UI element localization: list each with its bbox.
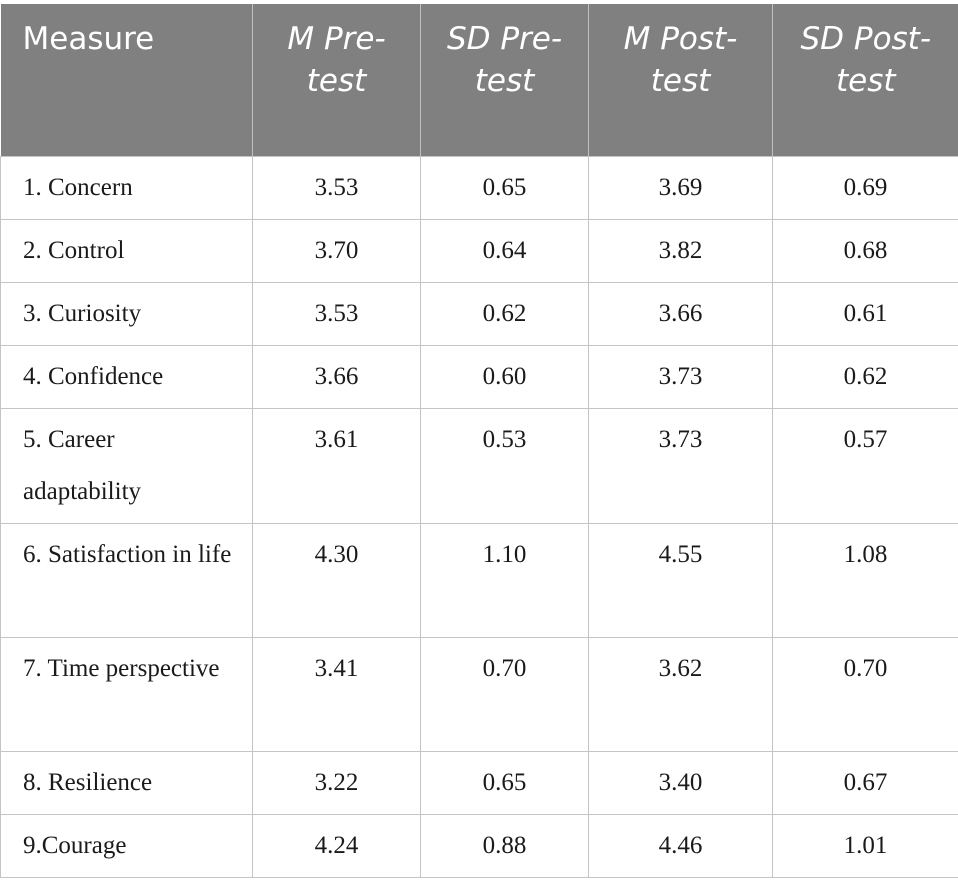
table-row: 5. Career adaptability 3.61 0.53 3.73 0.… — [0, 407, 958, 524]
cell-m-post: 4.46 — [588, 813, 773, 878]
cell-sd-pre: 0.62 — [420, 281, 589, 346]
cell-m-post: 3.82 — [588, 218, 773, 283]
header-sd-post-test: SD Post-test — [772, 4, 958, 156]
cell-m-pre: 4.30 — [252, 522, 421, 638]
cell-sd-post: 0.70 — [772, 636, 958, 752]
cell-m-post: 3.69 — [588, 155, 773, 220]
cell-measure: 2. Control — [0, 218, 253, 283]
cell-sd-pre: 0.64 — [420, 218, 589, 283]
cell-sd-pre: 0.65 — [420, 155, 589, 220]
table-row: 1. Concern 3.53 0.65 3.69 0.69 — [0, 155, 958, 220]
header-sd-pre-test-text: SD Pre-test — [446, 21, 563, 99]
cell-sd-post: 0.67 — [772, 750, 958, 815]
header-m-pre-test-text: M Pre-test — [287, 21, 386, 99]
cell-sd-pre: 0.60 — [420, 344, 589, 409]
header-sd-pre-test: SD Pre-test — [420, 4, 589, 156]
table-row: 2. Control 3.70 0.64 3.82 0.68 — [0, 218, 958, 283]
cell-m-post: 4.55 — [588, 522, 773, 638]
cell-measure: 3. Curiosity — [0, 281, 253, 346]
cell-m-pre: 4.24 — [252, 813, 421, 878]
cell-m-post: 3.66 — [588, 281, 773, 346]
table-row: 7. Time perspective 3.41 0.70 3.62 0.70 — [0, 636, 958, 752]
cell-sd-pre: 1.10 — [420, 522, 589, 638]
cell-m-pre: 3.22 — [252, 750, 421, 815]
cell-measure: 1. Concern — [0, 155, 253, 220]
cell-measure: 8. Resilience — [0, 750, 253, 815]
cell-sd-post: 1.01 — [772, 813, 958, 878]
cell-sd-pre: 0.88 — [420, 813, 589, 878]
cell-sd-post: 0.61 — [772, 281, 958, 346]
cell-sd-pre: 0.53 — [420, 407, 589, 524]
table-row: 9.Courage 4.24 0.88 4.46 1.01 — [0, 813, 958, 878]
cell-measure: 7. Time perspective — [0, 636, 253, 752]
header-measure: Measure — [0, 4, 253, 156]
cell-sd-post: 0.69 — [772, 155, 958, 220]
table-body: 1. Concern 3.53 0.65 3.69 0.69 2. Contro… — [0, 155, 958, 878]
cell-m-pre: 3.53 — [252, 281, 421, 346]
header-m-pre-test: M Pre-test — [252, 4, 421, 156]
header-row: Measure M Pre-test SD Pre-test M Post-te… — [0, 4, 958, 156]
header-m-post-test-text: M Post-test — [623, 21, 738, 99]
cell-m-pre: 3.41 — [252, 636, 421, 752]
cell-m-pre: 3.70 — [252, 218, 421, 283]
header-sd-post-test-text: SD Post-test — [800, 21, 932, 99]
cell-sd-post: 0.62 — [772, 344, 958, 409]
cell-m-pre: 3.53 — [252, 155, 421, 220]
header-m-post-test: M Post-test — [588, 4, 773, 156]
cell-sd-post: 1.08 — [772, 522, 958, 638]
table-row: 8. Resilience 3.22 0.65 3.40 0.67 — [0, 750, 958, 815]
cell-m-pre: 3.66 — [252, 344, 421, 409]
cell-m-post: 3.73 — [588, 344, 773, 409]
cell-m-post: 3.73 — [588, 407, 773, 524]
cell-sd-pre: 0.65 — [420, 750, 589, 815]
table-row: 6. Satisfaction in life 4.30 1.10 4.55 1… — [0, 522, 958, 638]
cell-sd-post: 0.57 — [772, 407, 958, 524]
cell-m-post: 3.40 — [588, 750, 773, 815]
cell-measure: 9.Courage — [0, 813, 253, 878]
table-header: Measure M Pre-test SD Pre-test M Post-te… — [0, 4, 958, 156]
cell-measure: 4. Confidence — [0, 344, 253, 409]
measures-table: Measure M Pre-test SD Pre-test M Post-te… — [0, 4, 958, 878]
cell-measure: 6. Satisfaction in life — [0, 522, 253, 638]
table-row: 3. Curiosity 3.53 0.62 3.66 0.61 — [0, 281, 958, 346]
cell-m-pre: 3.61 — [252, 407, 421, 524]
cell-sd-post: 0.68 — [772, 218, 958, 283]
cell-m-post: 3.62 — [588, 636, 773, 752]
cell-sd-pre: 0.70 — [420, 636, 589, 752]
cell-measure: 5. Career adaptability — [0, 407, 253, 524]
table-row: 4. Confidence 3.66 0.60 3.73 0.62 — [0, 344, 958, 409]
